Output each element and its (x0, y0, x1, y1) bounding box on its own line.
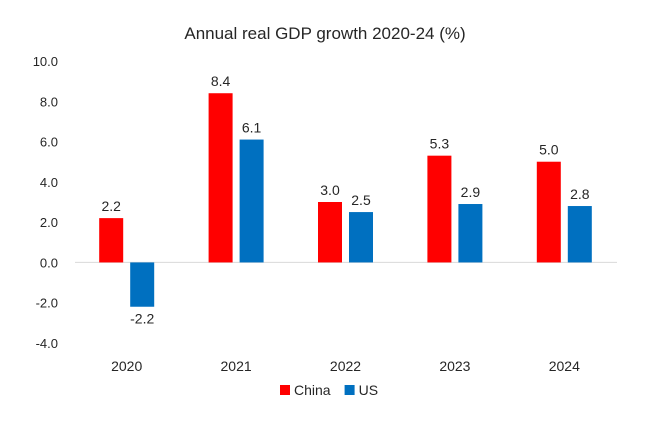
data-label-us-2021: 6.1 (242, 120, 262, 136)
legend-swatch-china (280, 385, 290, 395)
bar-us-2021 (239, 139, 264, 263)
x-tick-label: 2024 (549, 358, 580, 374)
legend-label-china: China (294, 382, 331, 398)
y-tick-label: 8.0 (40, 94, 58, 109)
y-tick-label: -4.0 (36, 336, 58, 351)
y-tick-label: 6.0 (40, 135, 58, 150)
chart-title: Annual real GDP growth 2020-24 (%) (184, 24, 465, 43)
bar-china-2020 (99, 218, 124, 263)
legend: China US (280, 382, 378, 398)
y-tick-label: 10.0 (33, 54, 58, 69)
y-axis-tick-labels: 10.0 8.0 6.0 4.0 2.0 0.0 -2.0 -4.0 (33, 54, 58, 351)
data-label-china-2022: 3.0 (320, 182, 340, 198)
bar-china-2024 (536, 161, 561, 263)
bar-us-2023 (458, 204, 483, 263)
bar-us-2020 (130, 262, 155, 307)
data-label-us-2020: -2.2 (130, 311, 154, 327)
data-label-us-2023: 2.9 (461, 184, 481, 200)
bar-china-2022 (318, 202, 342, 263)
bar-china-2021 (208, 93, 233, 263)
y-tick-label: 4.0 (40, 175, 58, 190)
y-tick-label: 0.0 (40, 255, 58, 270)
data-label-china-2021: 8.4 (211, 73, 231, 89)
data-label-us-2024: 2.8 (570, 186, 590, 202)
bars (99, 93, 592, 307)
bar-us-2024 (567, 206, 592, 263)
x-tick-label: 2020 (111, 358, 142, 374)
x-tick-label: 2022 (330, 358, 361, 374)
data-label-us-2022: 2.5 (351, 192, 371, 208)
data-label-china-2023: 5.3 (430, 136, 450, 152)
x-tick-label: 2023 (439, 358, 470, 374)
data-labels: 2.2 -2.2 8.4 6.1 3.0 2.5 5.3 2.9 5.0 2.8 (101, 73, 589, 327)
bar-us-2022 (349, 212, 373, 263)
y-tick-label: 2.0 (40, 215, 58, 230)
legend-swatch-us (344, 385, 355, 395)
y-tick-label: -2.0 (36, 296, 58, 311)
data-label-china-2020: 2.2 (101, 198, 121, 214)
bar-china-2023 (427, 155, 452, 263)
legend-label-us: US (359, 382, 378, 398)
x-axis-tick-labels: 2020 2021 2022 2023 2024 (111, 358, 580, 374)
x-tick-label: 2021 (221, 358, 252, 374)
data-label-china-2024: 5.0 (539, 142, 559, 158)
